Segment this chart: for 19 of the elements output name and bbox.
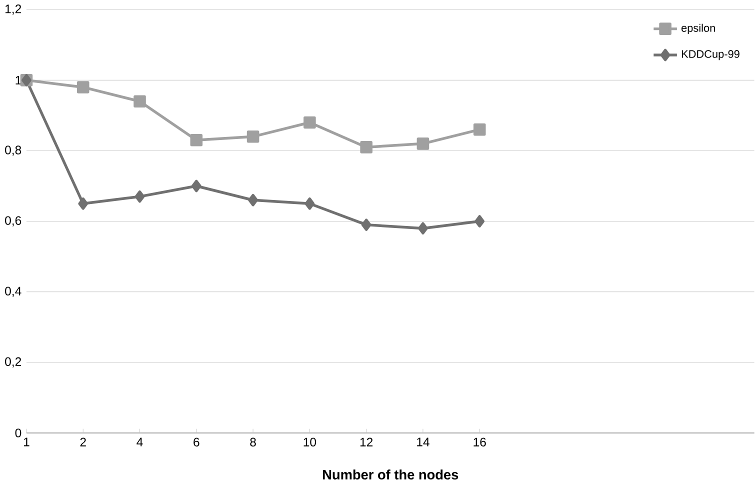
x-tick-label: 10 (304, 438, 316, 446)
y-tick-label: 1,2 (6, 4, 22, 15)
x-tick-label: 2 (80, 438, 86, 446)
x-axis-title: Number of the nodes (323, 469, 458, 480)
y-tick-label: 0,8 (5, 146, 22, 156)
y-tick-label: 0,6 (5, 216, 22, 226)
x-tick-label: 4 (136, 438, 143, 446)
legend-label: KDDCup-99 (682, 50, 740, 60)
y-tick-label: 0,2 (5, 357, 22, 368)
x-tick-label: 8 (250, 438, 256, 446)
x-tick-label: 12 (360, 438, 373, 446)
x-tick-label: 1 (24, 438, 30, 446)
x-tick-label: 16 (474, 438, 486, 446)
x-tick-label: 6 (194, 438, 200, 446)
legend-label: epsilon (682, 24, 715, 34)
y-tick-label: 0,4 (5, 286, 22, 297)
y-tick-label: 1 (16, 76, 22, 84)
y-tick-label: 0 (15, 428, 22, 438)
x-tick-label: 14 (417, 438, 430, 446)
